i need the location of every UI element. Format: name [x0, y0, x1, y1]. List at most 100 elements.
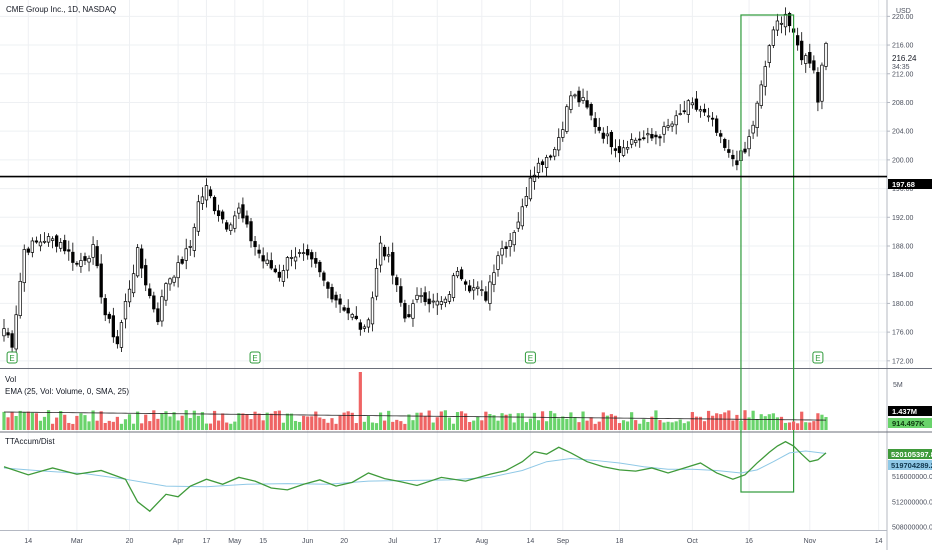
- candle-body: [366, 319, 371, 328]
- candle-body: [783, 13, 788, 28]
- candle-body: [553, 149, 557, 157]
- candle-body: [26, 248, 30, 253]
- earnings-marker-label: E: [9, 354, 14, 363]
- candle-body: [387, 254, 391, 257]
- candle-body: [585, 100, 589, 108]
- candle-body: [297, 252, 302, 254]
- volume-bar: [678, 419, 682, 430]
- volume-bar: [196, 415, 200, 430]
- volume-bar: [374, 423, 379, 430]
- volume-bar: [63, 414, 67, 430]
- volume-bar: [796, 423, 800, 430]
- volume-bar: [249, 419, 253, 430]
- volume-bar: [630, 412, 634, 430]
- volume-bar: [808, 422, 812, 430]
- candle-body: [67, 249, 71, 252]
- candle-body: [216, 210, 221, 217]
- candle-body: [208, 189, 213, 197]
- volume-bar: [342, 412, 346, 430]
- volume-bar: [322, 418, 326, 430]
- price-axis[interactable]: 220.00 216.00 212.00 208.00 204.00 200.00 196.…: [887, 14, 914, 365]
- volume-bar: [711, 415, 715, 430]
- candle-body: [119, 322, 124, 348]
- accum-value-label-2: 519704289.21: [891, 461, 932, 470]
- volume-bar: [362, 421, 366, 430]
- volume-bar: [658, 420, 662, 430]
- candle-body: [370, 297, 375, 325]
- volume-bar: [698, 416, 703, 430]
- volume-bar: [160, 413, 164, 430]
- earnings-marker-label: E: [815, 354, 820, 363]
- candle-body: [415, 294, 419, 300]
- volume-bar: [148, 421, 152, 430]
- candle-body: [468, 285, 472, 292]
- volume-bar: [395, 419, 399, 430]
- candle-body: [435, 300, 439, 306]
- time-tick-label: 14: [527, 538, 535, 545]
- volume-bar: [666, 421, 670, 430]
- candle-body: [14, 314, 18, 350]
- volume-bar: [269, 413, 273, 430]
- time-tick-label: 16: [745, 538, 753, 545]
- candle-body: [451, 275, 456, 298]
- candle-body: [492, 272, 496, 285]
- candle-body: [127, 288, 132, 303]
- volume-bar: [783, 422, 788, 430]
- volume-bar: [115, 416, 119, 430]
- currency-label[interactable]: USD: [896, 8, 911, 15]
- price-tick-label: 212.00: [892, 71, 914, 78]
- candle-body: [79, 260, 83, 267]
- volume-bar: [743, 410, 747, 430]
- volume-bar: [492, 415, 496, 430]
- support-price-tag: [888, 179, 932, 189]
- volume-bar: [204, 423, 209, 430]
- volume-bar: [423, 416, 427, 430]
- support-price-label: 197.68: [892, 180, 915, 189]
- time-tick-label: Aug: [476, 538, 489, 545]
- accum-title: TTAccum/Dist: [5, 437, 55, 446]
- volume-bar: [411, 420, 415, 430]
- volume-bar: [34, 413, 38, 430]
- candle-body: [759, 84, 763, 106]
- candle-body: [103, 298, 107, 316]
- candle-body: [221, 211, 225, 220]
- price-tick-label: 196.00: [892, 186, 914, 193]
- time-tick-label: 14: [24, 538, 32, 545]
- volume-bar: [38, 420, 43, 430]
- time-tick-label: 18: [616, 538, 624, 545]
- volume-bar: [694, 416, 699, 430]
- volume-bar: [824, 417, 828, 430]
- candle-body: [237, 207, 241, 214]
- volume-bar: [123, 419, 128, 430]
- candle-body: [812, 60, 816, 71]
- volume-bar: [172, 412, 176, 430]
- candle-body: [743, 148, 747, 153]
- highlight-box[interactable]: [740, 14, 795, 493]
- price-tick-label: 200.00: [892, 157, 914, 164]
- volume-bar: [472, 420, 476, 430]
- volume-bar: [338, 415, 342, 430]
- earnings-marker: [6, 351, 18, 364]
- time-tick-label: 15: [259, 538, 267, 545]
- volume-bar: [476, 416, 480, 430]
- time-axis[interactable]: 14 Mar 20 Apr 17 May 15 Jun 20 Jul 17 Aug 14 Sep 18 Oct…: [24, 538, 882, 545]
- candle-body: [463, 281, 468, 285]
- volume-bar: [715, 413, 719, 430]
- volume-bar: [233, 421, 237, 430]
- volume-bar: [804, 422, 808, 430]
- price-tick-label: 184.00: [892, 272, 914, 279]
- volume-bar: [261, 420, 265, 430]
- volume-bar: [747, 417, 751, 430]
- volume-bar: [103, 423, 107, 430]
- volume-bar: [504, 414, 508, 430]
- volume-bar: [330, 418, 334, 430]
- candle-body: [787, 13, 792, 27]
- volume-bar: [67, 422, 71, 430]
- volume-bar: [625, 421, 630, 430]
- volume-bar: [589, 417, 593, 430]
- candle-body: [407, 314, 411, 318]
- candle-body: [702, 108, 707, 113]
- volume-bar: [119, 423, 124, 430]
- volume-bar: [180, 415, 184, 430]
